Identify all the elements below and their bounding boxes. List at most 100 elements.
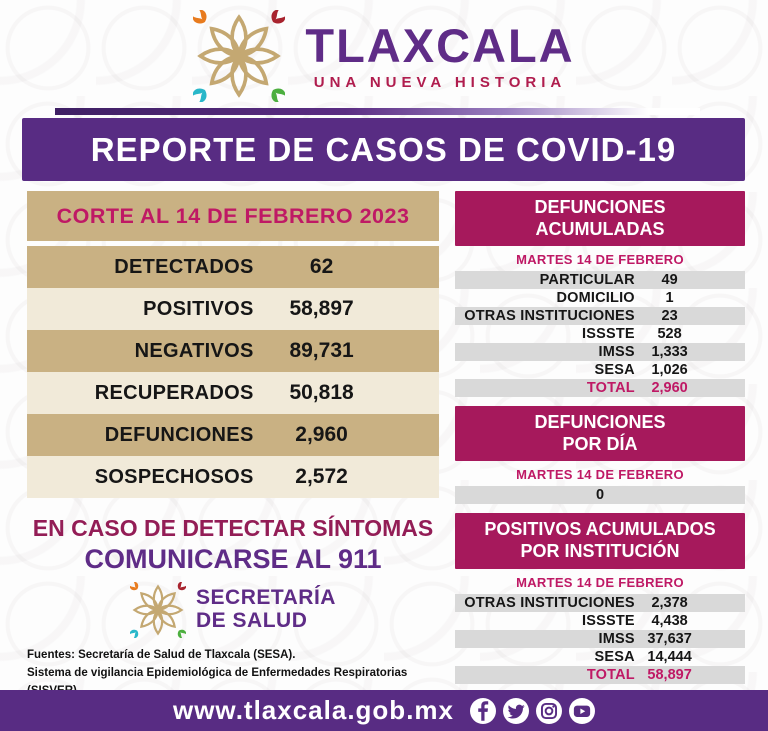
stat-label: RECUPERADOS (94, 381, 254, 404)
row-label: IMSS (598, 344, 635, 361)
stat-row: POSITIVOS 58,897 (27, 288, 439, 330)
row-label: IMSS (598, 630, 635, 647)
section-title-line2: ACUMULADAS (535, 218, 665, 239)
youtube-icon[interactable] (569, 697, 595, 724)
stat-label: POSITIVOS (143, 297, 254, 320)
row-value: 2,960 (651, 380, 688, 397)
gradient-divider (55, 108, 700, 115)
left-panel: CORTE AL 14 DE FEBRERO 2023 DETECTADOS 6… (27, 191, 439, 700)
row-value: 37,637 (647, 630, 692, 647)
stat-value: 89,731 (289, 339, 354, 362)
stat-row: RECUPERADOS 50,818 (27, 372, 439, 414)
brand-tagline: UNA NUEVA HISTORIA (313, 73, 567, 91)
facebook-icon[interactable] (470, 697, 496, 724)
content-columns: CORTE AL 14 DE FEBRERO 2023 DETECTADOS 6… (0, 191, 768, 700)
stat-label: NEGATIVOS (134, 339, 254, 362)
row-value: 49 (661, 272, 678, 289)
data-row: TOTAL 2,960 (455, 379, 745, 398)
row-label: DOMICILIO (556, 290, 635, 307)
row-label: ISSSTE (582, 612, 635, 629)
row-value: 14,444 (647, 648, 692, 665)
ministry-flower-icon (130, 582, 186, 638)
section-title-line2: POR INSTITUCIÓN (520, 540, 680, 561)
row-value: 1 (665, 290, 674, 307)
data-row: SESA 1,026 (455, 361, 745, 379)
section-date: MARTES 14 DE FEBRERO (516, 252, 684, 268)
row-label: OTRAS INSTITUCIONES (464, 594, 635, 611)
stat-label: DETECTADOS (114, 255, 254, 278)
row-value: 1,333 (651, 344, 688, 361)
stat-label: SOSPECHOSOS (94, 465, 254, 488)
stat-value: 50,818 (289, 381, 354, 404)
data-row: DOMICILIO 1 (455, 289, 745, 307)
ministry-name-line2: DE SALUD (196, 609, 308, 632)
stat-value: 58,897 (289, 297, 354, 320)
row-label: TOTAL (586, 380, 635, 397)
twitter-icon[interactable] (503, 697, 529, 724)
row-value: 1,026 (651, 362, 688, 379)
symptoms-notice: EN CASO DE DETECTAR SÍNTOMAS (32, 515, 434, 541)
section-defunciones-acumuladas: DEFUNCIONES ACUMULADAS MARTES 14 DE FEBR… (455, 191, 745, 398)
data-row: OTRAS INSTITUCIONES 23 (455, 307, 745, 326)
right-panel: DEFUNCIONES ACUMULADAS MARTES 14 DE FEBR… (455, 191, 745, 700)
data-table: 0 (455, 486, 745, 505)
row-label: PARTICULAR (539, 272, 635, 289)
row-label: SESA (594, 648, 635, 665)
row-value: 0 (595, 487, 605, 504)
title-banner: REPORTE DE CASOS DE COVID-19 (22, 118, 745, 181)
sources-line-1: Fuentes: Secretaría de Salud de Tlaxcala… (27, 649, 296, 661)
row-label: TOTAL (586, 666, 635, 683)
row-value: 23 (661, 308, 678, 325)
row-label: OTRAS INSTITUCIONES (464, 308, 635, 325)
row-value: 4,438 (651, 612, 688, 629)
brand-wordmark: TLAXCALA (305, 18, 575, 72)
instagram-icon[interactable] (536, 697, 562, 724)
tlaxcala-flower-icon (193, 10, 285, 102)
ministry-name: SECRETARÍA DE SALUD (196, 587, 336, 632)
section-positivos-por-institucion: POSITIVOS ACUMULADOS POR INSTITUCIÓN MAR… (455, 513, 745, 684)
section-date: MARTES 14 DE FEBRERO (516, 467, 684, 483)
section-title: DEFUNCIONES POR DÍA (455, 406, 745, 462)
section-title-line1: POSITIVOS ACUMULADOS (484, 519, 716, 540)
data-row: SESA 14,444 (455, 648, 745, 666)
stat-row: DEFUNCIONES 2,960 (27, 414, 439, 456)
section-date: MARTES 14 DE FEBRERO (516, 574, 684, 590)
row-value: 528 (657, 326, 682, 343)
data-row: 0 (455, 486, 745, 505)
report-date-header: CORTE AL 14 DE FEBRERO 2023 (27, 191, 439, 241)
section-title-line1: DEFUNCIONES (534, 412, 666, 433)
stat-row: NEGATIVOS 89,731 (27, 330, 439, 372)
section-title: DEFUNCIONES ACUMULADAS (455, 191, 745, 247)
data-row: TOTAL 58,897 (455, 665, 745, 684)
stat-row: SOSPECHOSOS 2,572 (27, 456, 439, 498)
stat-value: 62 (309, 255, 334, 278)
stat-value: 2,960 (295, 423, 348, 446)
data-row: OTRAS INSTITUCIONES 2,378 (455, 593, 745, 612)
section-defunciones-por-dia: DEFUNCIONES POR DÍA MARTES 14 DE FEBRERO… (455, 406, 745, 505)
brand-block: TLAXCALA UNA NUEVA HISTORIA (305, 22, 574, 91)
stats-table: DETECTADOS 62 POSITIVOS 58,897 NEGATIVOS… (27, 246, 439, 498)
data-table: OTRAS INSTITUCIONES 2,378 ISSSTE 4,438 I… (455, 593, 745, 684)
row-value: 2,378 (651, 594, 688, 611)
header: TLAXCALA UNA NUEVA HISTORIA (0, 0, 768, 106)
health-ministry-logo: SECRETARÍA DE SALUD (27, 582, 439, 638)
data-row: IMSS 1,333 (455, 343, 745, 362)
social-icons (470, 697, 595, 724)
ministry-name-line1: SECRETARÍA (196, 586, 336, 610)
call-911-notice: COMUNICARSE AL 911 (84, 544, 382, 574)
section-title-line1: DEFUNCIONES (534, 197, 666, 217)
stat-row: DETECTADOS 62 (27, 246, 439, 288)
stat-value: 2,572 (295, 465, 348, 488)
data-row: PARTICULAR 49 (455, 271, 745, 290)
data-table: PARTICULAR 49 DOMICILIO 1 OTRAS INSTITUC… (455, 271, 745, 398)
section-title-line2: POR DÍA (562, 433, 638, 454)
data-row: ISSSTE 528 (455, 325, 745, 343)
row-value: 58,897 (647, 666, 692, 683)
data-row: IMSS 37,637 (455, 629, 745, 648)
row-label: ISSSTE (582, 326, 635, 343)
footer: www.tlaxcala.gob.mx (0, 690, 768, 731)
section-title: POSITIVOS ACUMULADOS POR INSTITUCIÓN (455, 513, 745, 569)
website-link[interactable]: www.tlaxcala.gob.mx (172, 695, 454, 725)
data-row: ISSSTE 4,438 (455, 612, 745, 630)
